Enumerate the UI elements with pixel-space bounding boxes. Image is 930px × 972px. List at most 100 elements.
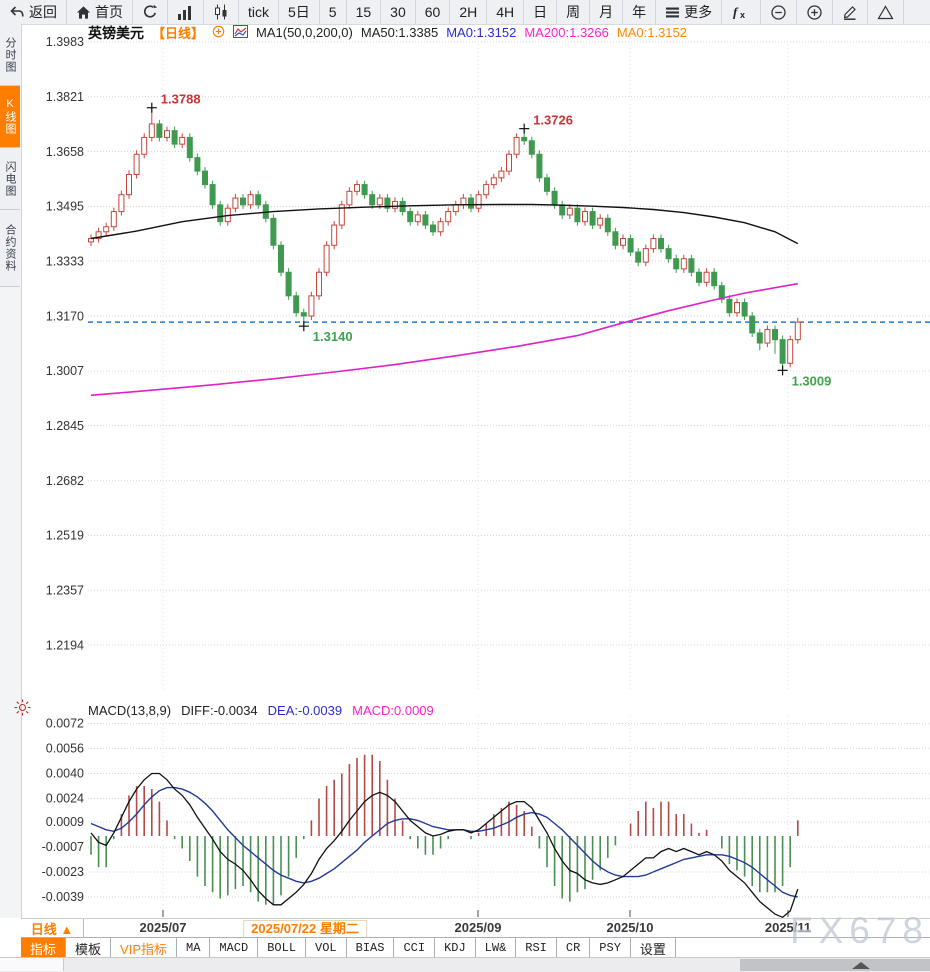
macd-axis-label: 0.0040 bbox=[46, 767, 84, 781]
horizontal-scrollbar bbox=[0, 957, 930, 972]
sidebar-tab-4[interactable]: 合约资料 bbox=[0, 210, 20, 287]
period-tick-button-label: tick bbox=[248, 4, 269, 20]
indicator-button-psy[interactable]: PSY bbox=[590, 938, 631, 958]
period-5d-button[interactable]: 5日 bbox=[279, 0, 320, 24]
expand-arrow-icon[interactable] bbox=[852, 962, 870, 969]
candle bbox=[658, 234, 664, 253]
period-60-button-label: 60 bbox=[424, 4, 441, 20]
indicator-button-kdj[interactable]: KDJ bbox=[435, 938, 476, 958]
price-axis-label: 1.2519 bbox=[46, 529, 84, 543]
period-15-button-label: 15 bbox=[355, 4, 372, 20]
candle bbox=[468, 194, 474, 213]
candle bbox=[118, 190, 125, 216]
zoom-in-button[interactable] bbox=[797, 0, 834, 24]
home-button[interactable]: 首页 bbox=[67, 0, 133, 24]
sidebar-tab-2[interactable]: K线图 bbox=[0, 86, 20, 148]
candle bbox=[787, 335, 794, 368]
indicator-button-指标[interactable]: 指标 bbox=[21, 938, 67, 958]
zoom-out-button[interactable] bbox=[761, 0, 798, 24]
candle bbox=[437, 217, 444, 236]
candle bbox=[422, 210, 429, 230]
scrollbar-thumb[interactable] bbox=[740, 959, 930, 971]
indicator-button-boll[interactable]: BOLL bbox=[258, 938, 307, 958]
candle bbox=[460, 194, 467, 209]
add-indicator-icon[interactable] bbox=[212, 25, 225, 41]
candle bbox=[794, 317, 801, 344]
sidebar-tab-1[interactable]: 分时图 bbox=[0, 24, 20, 86]
dea-line bbox=[90, 786, 798, 898]
period-year-button[interactable]: 年 bbox=[623, 0, 657, 24]
period-month-button-label: 月 bbox=[599, 4, 614, 20]
period-tick-button[interactable]: tick bbox=[239, 0, 279, 24]
macd-diff-value: DIFF:-0.0034 bbox=[181, 703, 258, 718]
period-selector-button[interactable]: 日线 ▲ bbox=[21, 919, 84, 937]
candle bbox=[680, 254, 687, 273]
more-button[interactable]: 更多 bbox=[656, 0, 723, 24]
candle bbox=[574, 204, 581, 226]
candle bbox=[316, 268, 322, 300]
period-2h-button[interactable]: 2H bbox=[450, 0, 488, 24]
price-annotation-label: 1.3788 bbox=[161, 92, 201, 107]
svg-text:x: x bbox=[740, 10, 745, 20]
period-30-button[interactable]: 30 bbox=[381, 0, 416, 24]
period-60-button[interactable]: 60 bbox=[416, 0, 451, 24]
period-day-button-label: 日 bbox=[533, 4, 548, 20]
candle bbox=[597, 214, 604, 230]
indicator-button-lw[interactable]: LW& bbox=[476, 938, 517, 958]
candle bbox=[255, 190, 262, 209]
period-week-button[interactable]: 周 bbox=[557, 0, 591, 24]
trend-chart-button[interactable] bbox=[168, 0, 204, 24]
candle bbox=[354, 180, 360, 196]
indicator-settings-icon[interactable] bbox=[14, 699, 31, 721]
period-15-button[interactable]: 15 bbox=[347, 0, 382, 24]
candle bbox=[95, 227, 102, 243]
indicator-button-ma[interactable]: MA bbox=[177, 938, 211, 958]
price-axis-label: 1.3658 bbox=[46, 145, 84, 159]
macd-axis-label: 0.0024 bbox=[46, 792, 84, 806]
candle bbox=[156, 119, 163, 142]
candle-chart-button[interactable] bbox=[204, 0, 239, 24]
ma-definition: MA1(50,0,200,0) bbox=[256, 25, 353, 40]
period-5-button[interactable]: 5 bbox=[320, 0, 347, 24]
candle bbox=[171, 126, 178, 149]
price-axis-label: 1.3333 bbox=[46, 254, 84, 268]
ma0-orange-value: MA0:1.3152 bbox=[616, 25, 687, 40]
refresh-button[interactable] bbox=[133, 0, 168, 24]
axis-labels: 1.3983 1.3821 1.3658 1.3495 1.3333 1.3170 1.30… bbox=[42, 35, 84, 904]
indicator-button-设置[interactable]: 设置 bbox=[631, 938, 676, 958]
macd-axis-label: 0.0072 bbox=[46, 717, 84, 731]
period-month-button[interactable]: 月 bbox=[590, 0, 624, 24]
sidebar-tab-3[interactable]: 闪电图 bbox=[0, 148, 20, 210]
period-day-button[interactable]: 日 bbox=[524, 0, 558, 24]
price-axis-label: 1.2194 bbox=[46, 638, 84, 652]
indicator-button-macd[interactable]: MACD bbox=[210, 938, 259, 958]
indicator-button-cr[interactable]: CR bbox=[557, 938, 591, 958]
candle bbox=[240, 194, 246, 209]
candle bbox=[126, 170, 132, 199]
shapes-button[interactable] bbox=[868, 0, 905, 24]
zoomout-icon bbox=[770, 4, 787, 21]
indicator-button-vol[interactable]: VOL bbox=[306, 938, 347, 958]
period-5d-button-label: 5日 bbox=[288, 4, 310, 20]
indicator-button-bias[interactable]: BIAS bbox=[347, 938, 395, 958]
back-button[interactable]: 返回 bbox=[0, 0, 67, 24]
indicator-button-cci[interactable]: CCI bbox=[394, 938, 436, 958]
candle bbox=[490, 173, 497, 189]
period-4h-button[interactable]: 4H bbox=[487, 0, 525, 24]
candle bbox=[430, 221, 436, 236]
period-2h-button-label: 2H bbox=[459, 4, 478, 20]
indicator-button-模板[interactable]: 模板 bbox=[66, 938, 112, 958]
x-axis-label: 2025/11 bbox=[764, 920, 812, 935]
back-button-label: 返回 bbox=[29, 4, 57, 20]
mini-chart-icon[interactable] bbox=[233, 24, 249, 41]
symbol-name: 英镑美元 bbox=[88, 24, 144, 41]
candle bbox=[772, 325, 778, 354]
chart-type-sidebar: 分时图 K线图 闪电图 合约资料 bbox=[0, 24, 22, 918]
indicator-button-rsi[interactable]: RSI bbox=[516, 938, 557, 958]
draw-button[interactable] bbox=[833, 0, 869, 24]
candle bbox=[338, 200, 345, 230]
indicator-button-vip指标[interactable]: VIP指标 bbox=[111, 938, 177, 958]
